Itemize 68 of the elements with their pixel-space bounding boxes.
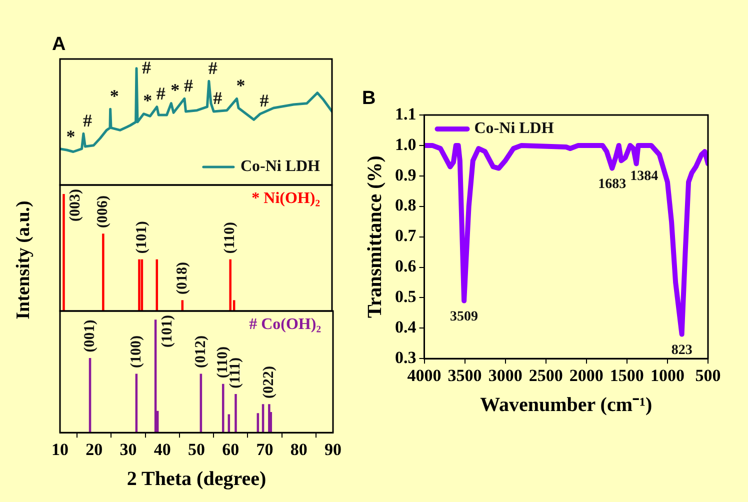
x-tick-label: 50 [188,440,205,460]
annotation: # [208,58,218,78]
annotation: # [156,83,166,104]
y-axis-title: Transmittance (%) [364,156,386,318]
x-axis-title: 2 Theta (degree) [126,468,266,490]
annotation: * [110,86,119,106]
bar [138,259,140,311]
x-tick-label: 40 [154,440,171,460]
x-tick-label: 60 [222,440,240,460]
y-axis-title: Intensity (a.u.) [13,200,35,320]
annotation: (101) [159,314,176,348]
annotation: * [143,90,152,110]
x-tick-label: 20 [86,440,103,460]
annotation: # [142,58,151,78]
chart-title: A [52,34,66,56]
x-tick-label: 500 [695,366,721,386]
annotation: # [213,88,222,108]
x-tick-label: 10 [52,440,68,460]
bar [102,234,104,311]
annotation: (006) [95,196,112,228]
bar [229,259,232,311]
x-tick-label: 2000 [569,366,604,386]
x-tick-label: 70 [256,440,274,460]
legend-label: Co-Ni LDH [240,158,321,176]
annotation: 823 [671,342,692,358]
legend-label: Co-Ni LDH [474,120,554,138]
y-tick-label: 0.8 [395,196,416,215]
annotation: (003) [68,188,84,222]
annotation: (100) [128,336,144,368]
y-tick-label: 0.6 [395,256,416,276]
bar [62,194,65,311]
bar [234,394,237,433]
annotation: * [66,126,76,147]
x-tick-label: 3500 [448,366,482,386]
annotation: (012) [192,336,209,368]
y-tick-label: 1.1 [395,104,416,124]
annotation: (110) [222,222,238,254]
annotation: # [184,75,193,96]
y-tick-label: 0.3 [395,348,416,367]
y-tick-label: 0.4 [395,318,417,337]
x-tick-label: 30 [120,440,137,460]
x-tick-label: 90 [324,440,342,460]
annotation: * [236,75,246,96]
text: * Ni(OH)₂ [252,190,320,208]
chart-title: B [362,88,376,110]
x-tick-label: 80 [290,440,308,460]
x-tick-label: 1500 [610,366,644,386]
x-tick-label: 4000 [407,366,442,386]
x-tick-label: 3000 [488,366,522,386]
annotation: (018) [174,262,190,294]
annotation: # [82,110,92,130]
annotation: * [170,80,180,100]
annotation: 1384 [630,168,658,184]
annotation: 1683 [598,176,626,192]
x-tick-label: 2500 [528,366,563,386]
x-tick-label: 1000 [650,366,684,386]
annotation: (001) [82,320,98,352]
annotation: (022) [261,366,278,398]
annotation: # [260,90,269,110]
annotation: 3509 [450,309,478,324]
annotation: (101) [134,221,150,254]
y-tick-label: 0.5 [395,287,416,306]
text: # Co(OH)₂ [249,316,322,334]
y-tick-label: 1.0 [395,134,416,154]
bar [268,404,270,433]
x-axis-title: Wavenumber (cm⁻¹) [480,394,652,416]
y-tick-label: 0.9 [395,165,416,184]
y-tick-label: 0.7 [395,226,417,246]
